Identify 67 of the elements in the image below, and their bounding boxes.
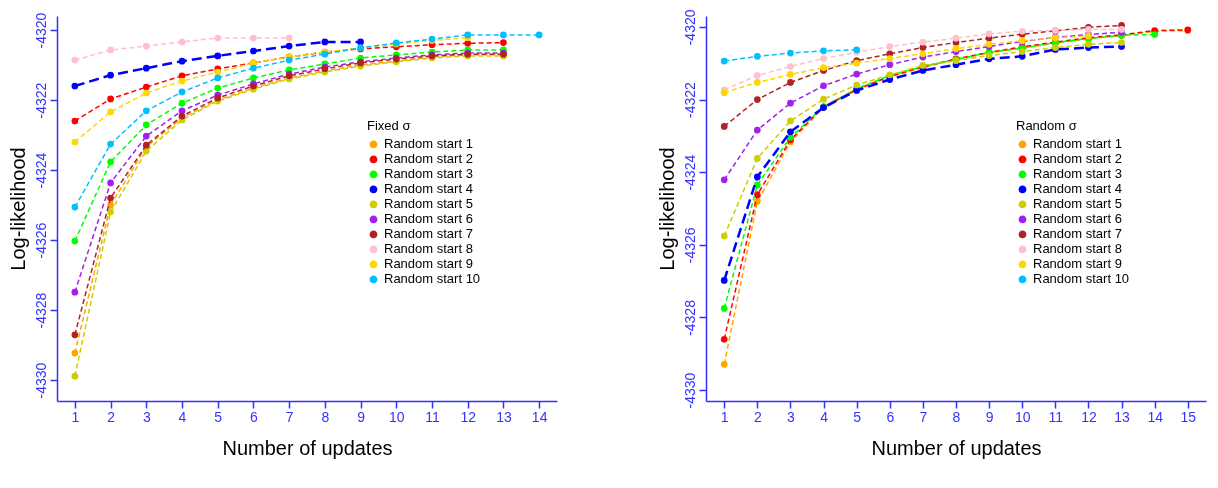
legend-label: Random start 1: [1033, 136, 1122, 152]
legend-label: Random start 8: [1033, 241, 1122, 257]
x-tick-label: 8: [321, 408, 330, 425]
legend-label: Random start 4: [1033, 181, 1122, 197]
y-tick-label: -4328: [681, 299, 698, 336]
legend-label: Random start 6: [384, 211, 473, 227]
y-tick-label: -4326: [32, 222, 49, 259]
legend-label: Random start 3: [1033, 166, 1122, 182]
y-tick-label: -4330: [681, 372, 698, 409]
y-tick-label: -4324: [32, 152, 49, 189]
x-tick-label: 7: [919, 408, 928, 425]
x-tick-label: 4: [178, 408, 187, 425]
x-tick-label: 9: [357, 408, 366, 425]
y-tick-label: -4322: [681, 81, 698, 118]
x-axis-title: Number of updates: [222, 436, 393, 459]
x-tick-label: 1: [71, 408, 80, 425]
x-tick-label: 12: [460, 408, 477, 425]
x-tick-label: 13: [1114, 408, 1131, 425]
x-tick-label: 14: [1147, 408, 1164, 425]
legend-label: Random start 8: [384, 241, 473, 257]
x-tick-label: 5: [853, 408, 862, 425]
y-tick-label: -4330: [32, 362, 49, 399]
legend-label: Random start 5: [384, 196, 473, 212]
x-tick-label: 6: [250, 408, 259, 425]
y-tick-label: -4320: [681, 9, 698, 46]
x-tick-label: 4: [820, 408, 829, 425]
x-tick-label: 10: [1014, 408, 1031, 425]
legend-label: Random start 3: [384, 166, 473, 182]
x-tick-label: 8: [952, 408, 961, 425]
x-tick-label: 11: [425, 408, 440, 425]
x-tick-label: 10: [389, 408, 405, 425]
legend-label: Random start 2: [1033, 151, 1122, 167]
x-tick-label: 6: [886, 408, 895, 425]
x-tick-label: 3: [787, 408, 796, 425]
legend-label: Random start 6: [1033, 211, 1122, 227]
x-tick-label: 14: [531, 408, 548, 425]
x-tick-label: 13: [496, 408, 512, 425]
legend-label: Random start 2: [384, 151, 473, 167]
legend-label: Random start 9: [384, 256, 473, 272]
legend-label: Random start 9: [1033, 256, 1122, 272]
y-tick-label: -4324: [681, 154, 698, 191]
x-tick-label: 1: [720, 408, 729, 425]
x-axis-title: Number of updates: [871, 436, 1042, 459]
x-tick-label: 2: [753, 408, 762, 425]
y-tick-label: -4320: [32, 12, 49, 49]
x-tick-label: 15: [1180, 408, 1197, 425]
x-tick-label: 5: [214, 408, 223, 425]
y-axis-title: Log-likelihood: [6, 147, 29, 271]
x-tick-label: 12: [1081, 408, 1097, 425]
y-tick-label: -4326: [681, 227, 698, 264]
legend-title: Random σ: [1016, 117, 1077, 133]
legend-label: Random start 10: [1033, 271, 1130, 287]
x-tick-label: 2: [107, 408, 116, 425]
legend-title: Fixed σ: [367, 117, 411, 133]
legend-label: Random start 7: [384, 226, 473, 242]
y-axis-title: Log-likelihood: [655, 147, 678, 271]
legend-label: Random start 10: [384, 271, 481, 287]
y-tick-label: -4328: [32, 292, 49, 329]
x-tick-label: 7: [285, 408, 294, 425]
x-tick-label: 3: [142, 408, 151, 425]
legend-label: Random start 5: [1033, 196, 1122, 212]
y-tick-label: -4322: [32, 82, 49, 119]
legend-label: Random start 4: [384, 181, 473, 197]
legend-label: Random start 7: [1033, 226, 1122, 242]
x-tick-label: 9: [985, 408, 994, 425]
legend-label: Random start 1: [384, 136, 473, 152]
x-tick-label: 11: [1048, 408, 1064, 425]
